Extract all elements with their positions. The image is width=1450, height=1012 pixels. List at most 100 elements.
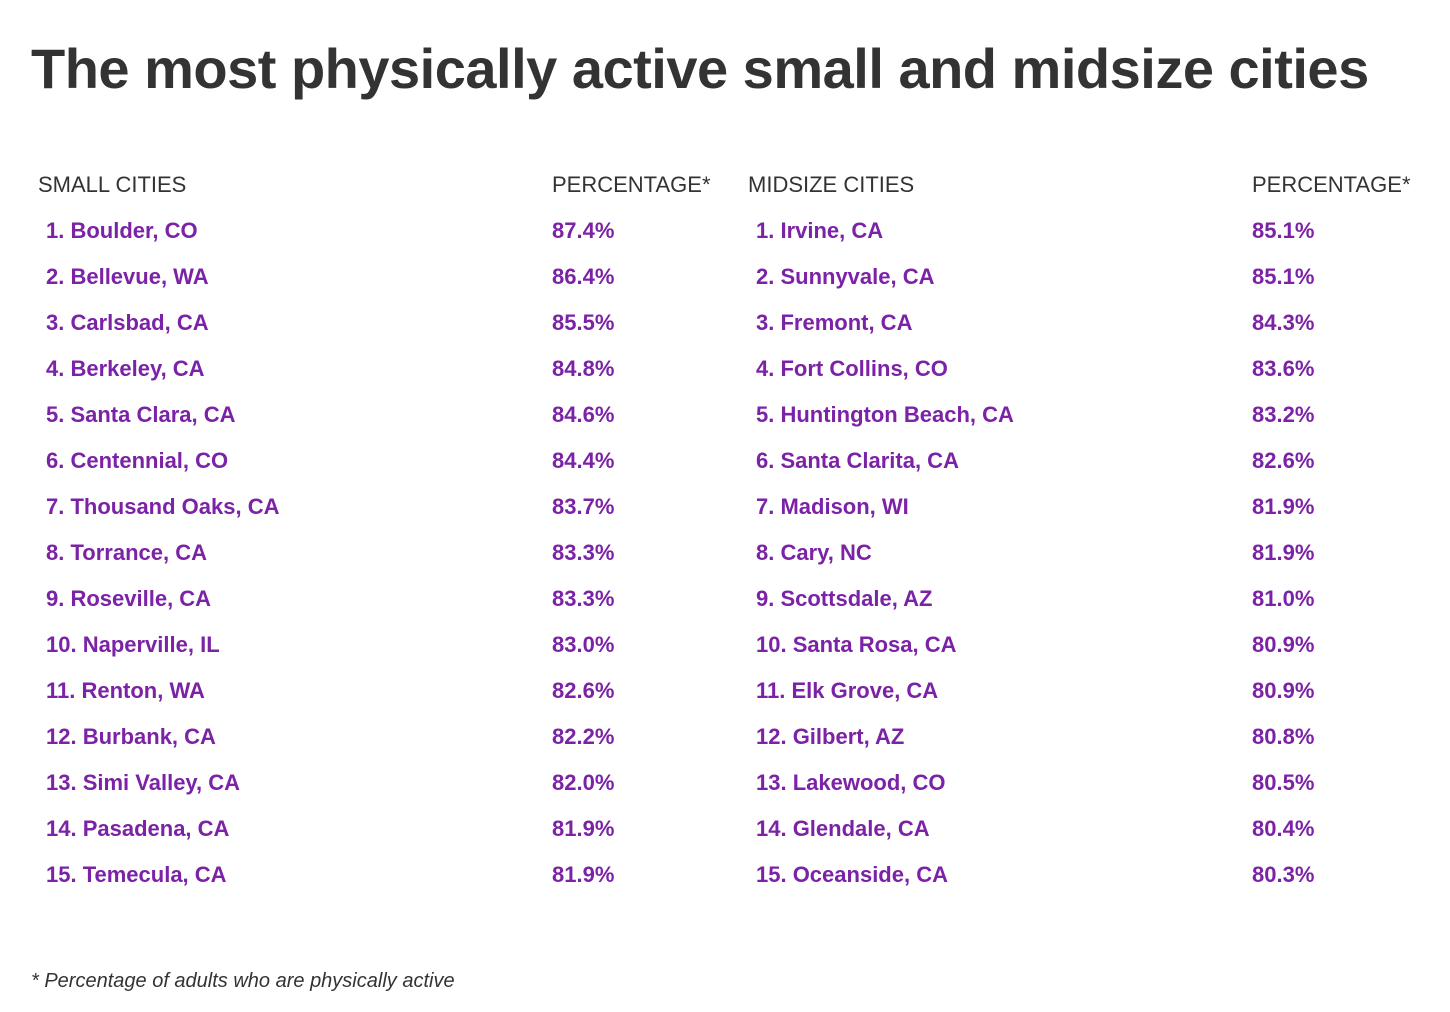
percentage-value: 86.4% [552,264,615,289]
table-row: 11. Renton, WA 82.6% [38,674,718,720]
table-row: 3. Fremont, CA 84.3% [748,306,1428,352]
city-name: 10. Naperville, IL [46,632,220,657]
percentage-value: 83.7% [552,494,615,519]
city-name: 2. Bellevue, WA [46,264,209,289]
percentage-value: 80.5% [1252,770,1315,795]
table-row: 9. Roseville, CA 83.3% [38,582,718,628]
table-row: 9. Scottsdale, AZ 81.0% [748,582,1428,628]
percentage-value: 81.9% [552,816,615,841]
city-name: 8. Torrance, CA [46,540,207,565]
small-cities-table: SMALL CITIES PERCENTAGE* 1. Boulder, CO 8… [38,168,718,887]
city-name: 6. Santa Clarita, CA [756,448,959,473]
midsize-cities-table: MIDSIZE CITIES PERCENTAGE* 1. Irvine, CA… [748,168,1428,887]
percentage-value: 87.4% [552,218,615,243]
table-header: MIDSIZE CITIES PERCENTAGE* [748,168,1428,202]
table-row: 1. Boulder, CO 87.4% [38,214,718,260]
table-row: 6. Santa Clarita, CA 82.6% [748,444,1428,490]
table-row: 15. Temecula, CA 81.9% [38,858,718,904]
table-row: 4. Fort Collins, CO 83.6% [748,352,1428,398]
table-row: 8. Torrance, CA 83.3% [38,536,718,582]
percentage-value: 82.6% [552,678,615,703]
city-name: 14. Glendale, CA [756,816,930,841]
table-row: 7. Madison, WI 81.9% [748,490,1428,536]
city-name: 12. Gilbert, AZ [756,724,905,749]
city-name: 10. Santa Rosa, CA [756,632,957,657]
percentage-value: 82.2% [552,724,615,749]
small-percentage-heading: PERCENTAGE* [552,172,711,197]
table-row: 14. Pasadena, CA 81.9% [38,812,718,858]
percentage-value: 81.0% [1252,586,1315,611]
table-row: 4. Berkeley, CA 84.8% [38,352,718,398]
percentage-value: 82.0% [552,770,615,795]
percentage-value: 80.3% [1252,862,1315,887]
city-name: 1. Irvine, CA [756,218,884,243]
table-row: 10. Santa Rosa, CA 80.9% [748,628,1428,674]
percentage-value: 83.3% [552,540,615,565]
city-name: 4. Fort Collins, CO [756,356,948,381]
small-cities-rows: 1. Boulder, CO 87.4% 2. Bellevue, WA 86.4% 3… [38,214,718,904]
city-name: 5. Santa Clara, CA [46,402,236,427]
city-name: 7. Madison, WI [756,494,909,519]
city-name: 12. Burbank, CA [46,724,216,749]
city-name: 15. Temecula, CA [46,862,227,887]
city-name: 7. Thousand Oaks, CA [46,494,280,519]
city-name: 5. Huntington Beach, CA [756,402,1014,427]
percentage-value: 84.4% [552,448,615,473]
percentage-value: 80.9% [1252,632,1315,657]
table-header: SMALL CITIES PERCENTAGE* [38,168,718,202]
table-row: 5. Santa Clara, CA 84.6% [38,398,718,444]
city-name: 6. Centennial, CO [46,448,229,473]
city-name: 8. Cary, NC [756,540,872,565]
table-row: 8. Cary, NC 81.9% [748,536,1428,582]
midsize-cities-heading: MIDSIZE CITIES [748,172,915,197]
city-name: 13. Lakewood, CO [756,770,946,795]
footnote: * Percentage of adults who are physicall… [31,970,455,992]
table-row: 15. Oceanside, CA 80.3% [748,858,1428,904]
percentage-value: 83.0% [552,632,615,657]
percentage-value: 83.3% [552,586,615,611]
table-row: 11. Elk Grove, CA 80.9% [748,674,1428,720]
city-name: 1. Boulder, CO [46,218,198,243]
percentage-value: 80.9% [1252,678,1315,703]
table-row: 12. Gilbert, AZ 80.8% [748,720,1428,766]
city-name: 11. Elk Grove, CA [756,678,939,703]
page-title: The most physically active small and mid… [31,37,1369,100]
city-name: 11. Renton, WA [46,678,205,703]
percentage-value: 85.5% [552,310,615,335]
city-name: 2. Sunnyvale, CA [756,264,935,289]
midsize-cities-rows: 1. Irvine, CA 85.1% 2. Sunnyvale, CA 85.1% 3… [748,214,1428,904]
percentage-value: 81.9% [552,862,615,887]
percentage-value: 80.8% [1252,724,1315,749]
percentage-value: 80.4% [1252,816,1315,841]
city-name: 13. Simi Valley, CA [46,770,241,795]
midsize-percentage-heading: PERCENTAGE* [1252,172,1411,197]
city-name: 14. Pasadena, CA [46,816,230,841]
city-name: 9. Roseville, CA [46,586,212,611]
percentage-value: 85.1% [1252,264,1315,289]
city-name: 3. Carlsbad, CA [46,310,209,335]
small-cities-heading: SMALL CITIES [38,172,187,197]
table-row: 2. Sunnyvale, CA 85.1% [748,260,1428,306]
table-row: 10. Naperville, IL 83.0% [38,628,718,674]
percentage-value: 81.9% [1252,494,1315,519]
city-name: 4. Berkeley, CA [46,356,205,381]
percentage-value: 85.1% [1252,218,1315,243]
table-row: 5. Huntington Beach, CA 83.2% [748,398,1428,444]
table-row: 13. Simi Valley, CA 82.0% [38,766,718,812]
percentage-value: 82.6% [1252,448,1315,473]
percentage-value: 83.6% [1252,356,1315,381]
table-row: 7. Thousand Oaks, CA 83.7% [38,490,718,536]
table-row: 2. Bellevue, WA 86.4% [38,260,718,306]
city-name: 15. Oceanside, CA [756,862,948,887]
city-name: 3. Fremont, CA [756,310,913,335]
percentage-value: 83.2% [1252,402,1315,427]
percentage-value: 84.3% [1252,310,1315,335]
table-row: 1. Irvine, CA 85.1% [748,214,1428,260]
percentage-value: 84.6% [552,402,615,427]
table-row: 12. Burbank, CA 82.2% [38,720,718,766]
percentage-value: 81.9% [1252,540,1315,565]
table-row: 6. Centennial, CO 84.4% [38,444,718,490]
table-row: 13. Lakewood, CO 80.5% [748,766,1428,812]
table-row: 3. Carlsbad, CA 85.5% [38,306,718,352]
city-name: 9. Scottsdale, AZ [756,586,933,611]
